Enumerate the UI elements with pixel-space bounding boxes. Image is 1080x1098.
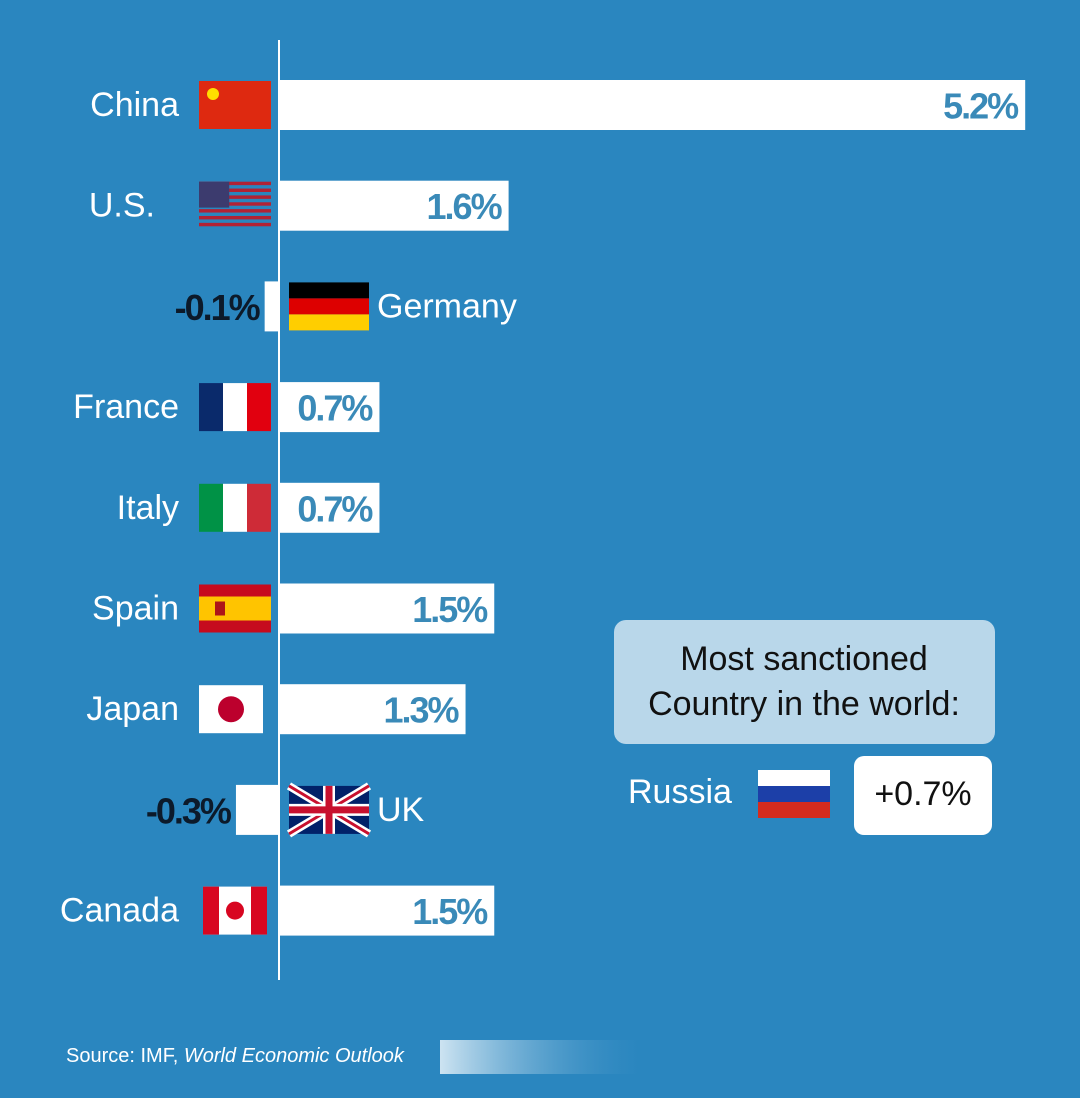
flag-band [251, 886, 267, 935]
flag [199, 181, 271, 227]
category-label: Spain [92, 589, 179, 627]
value-label: -0.3% [146, 790, 232, 831]
flag-stripe [199, 209, 271, 213]
flag-stripe [199, 195, 271, 199]
flag-stripe [289, 298, 369, 315]
annotation-box [614, 620, 995, 744]
category-label: U.S. [89, 187, 155, 225]
flag-stripe [199, 383, 223, 432]
bar [264, 281, 279, 332]
flag-stripe [758, 802, 830, 818]
flag-stripe [199, 222, 271, 227]
flag-cross-red [289, 785, 369, 834]
value-label: 1.6% [427, 186, 503, 227]
flag-leaf [226, 901, 244, 920]
flag-disc [218, 696, 244, 723]
category-label: France [73, 388, 179, 426]
flag-stripe [223, 383, 247, 432]
annotation-value: +0.7% [874, 775, 971, 813]
category-label: China [90, 86, 179, 124]
flag [199, 584, 271, 633]
bar [235, 784, 279, 835]
flag-canton [199, 181, 230, 208]
flag [199, 685, 263, 734]
bar [279, 684, 466, 735]
bar [279, 382, 380, 433]
value-label: 0.7% [297, 388, 373, 429]
flag-stripe [199, 202, 271, 206]
flag-stripe [199, 188, 271, 192]
annotation-line: Most sanctioned [680, 640, 928, 678]
source: Source: IMF, World Economic Outlook [66, 1045, 405, 1067]
flag [199, 383, 271, 432]
bar [279, 482, 380, 533]
flag-field [199, 81, 271, 129]
flag-band [203, 886, 219, 935]
category-label: Japan [86, 690, 179, 728]
flag-stripe [289, 282, 369, 299]
bar [279, 180, 509, 231]
annotation-value-box [854, 756, 992, 835]
flag-stripe [247, 483, 271, 532]
value-label: 0.7% [297, 488, 373, 529]
source-prefix: Source: IMF, [66, 1045, 178, 1067]
flag [199, 81, 271, 129]
flag [203, 886, 267, 935]
plot: China 5.2% U.S. 1.6% Germany -0.1% France 0.7% I… [60, 80, 1026, 936]
bar [279, 583, 495, 634]
category-label: UK [377, 791, 425, 829]
bar [279, 80, 1026, 130]
flag-star [207, 88, 219, 100]
flag-stripe [758, 786, 830, 802]
annotation-country: Russia [628, 773, 732, 811]
flag-stripe [223, 483, 247, 532]
flag-emblem [215, 601, 225, 616]
bar [279, 885, 495, 936]
flag-stripe [199, 181, 271, 186]
source-title: World Economic Outlook [184, 1045, 405, 1067]
category-label: Italy [117, 489, 179, 527]
russia-flag [758, 770, 830, 818]
blur-overlay [440, 1040, 640, 1074]
flag-stripe [247, 383, 271, 432]
value-label: 5.2% [943, 86, 1019, 127]
category-label: Germany [377, 287, 517, 325]
flag-stripe [199, 215, 271, 220]
flag-stripe [199, 483, 223, 532]
flag [199, 483, 271, 532]
value-label: -0.1% [175, 287, 261, 328]
value-label: 1.5% [412, 891, 488, 932]
flag-stripe [289, 314, 369, 331]
flag-stripe [199, 596, 271, 621]
flag [286, 782, 372, 838]
flag [289, 282, 369, 331]
value-label: 1.5% [412, 589, 488, 630]
annotation-line: Country in the world: [648, 685, 960, 723]
category-label: Canada [60, 892, 179, 930]
flag-stripe [758, 770, 830, 786]
value-label: 1.3% [383, 690, 459, 731]
